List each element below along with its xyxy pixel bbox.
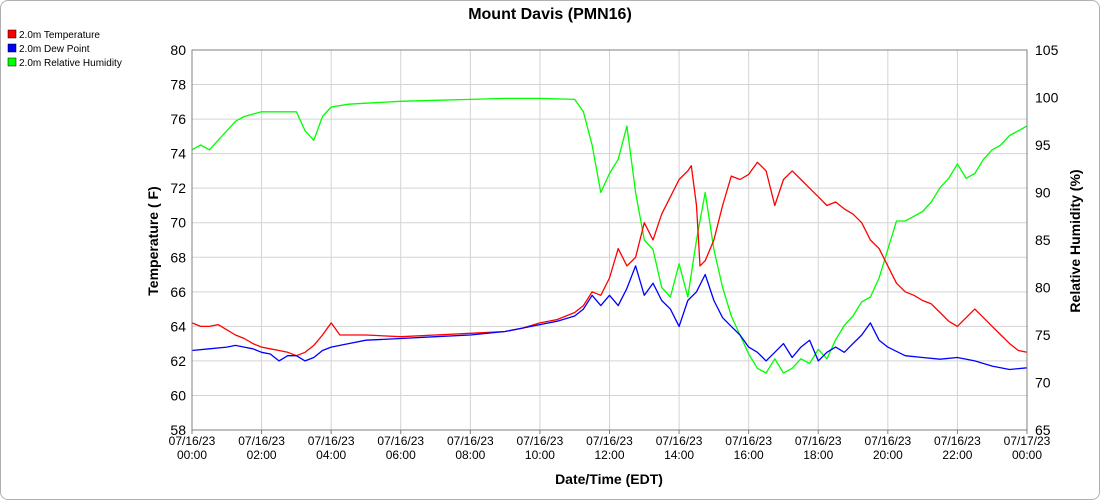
series-line-temperature <box>191 161 1028 357</box>
x-axis-title: Date/Time (EDT) <box>555 471 663 487</box>
x-tick-time: 16:00 <box>734 448 764 462</box>
legend: 2.0m Temperature 2.0m Dew Point 2.0m Rel… <box>7 29 122 69</box>
x-tick-time: 06:00 <box>386 448 416 462</box>
x-tick-date: 07/16/23 <box>795 434 842 448</box>
y-tick-label-right: 85 <box>1035 232 1051 248</box>
series-line-relative-humidity <box>191 97 1028 374</box>
x-tick-time: 08:00 <box>455 448 485 462</box>
y-tick-label-left: 58 <box>170 422 186 438</box>
x-tick-time: 14:00 <box>664 448 694 462</box>
y-tick-label-left: 78 <box>170 77 186 93</box>
legend-label-dew-point: 2.0m Dew Point <box>19 44 90 55</box>
legend-swatch-temperature <box>7 29 17 39</box>
y-tick-label-left: 68 <box>170 249 186 265</box>
x-tick-date: 07/16/23 <box>169 434 216 448</box>
x-tick-date: 07/16/23 <box>447 434 494 448</box>
x-tick-date: 07/16/23 <box>934 434 981 448</box>
y-tick-label-left: 74 <box>170 146 186 162</box>
y-tick-label-right: 100 <box>1035 90 1059 106</box>
plot-area-border <box>191 49 1028 431</box>
series-line-dew-point <box>191 265 1028 371</box>
x-tick-date: 07/16/23 <box>517 434 564 448</box>
x-tick-date: 07/16/23 <box>308 434 355 448</box>
y-tick-label-left: 60 <box>170 387 186 403</box>
legend-swatch-dew-point <box>7 43 17 53</box>
y-tick-label-left: 72 <box>170 180 186 196</box>
right-axis-ticks: 65 70 75 80 85 90 95 100 105 <box>1035 42 1059 438</box>
x-tick-date: 07/16/23 <box>656 434 703 448</box>
left-axis-ticks: 58 60 62 64 66 68 70 72 74 76 78 80 <box>170 42 186 438</box>
x-tick-date: 07/16/23 <box>377 434 424 448</box>
y-tick-label-right: 90 <box>1035 185 1051 201</box>
y-tick-label-right: 70 <box>1035 375 1051 391</box>
y-tick-label-left: 76 <box>170 111 186 127</box>
y-tick-label-right: 105 <box>1035 42 1059 58</box>
x-tick-time: 20:00 <box>873 448 903 462</box>
x-tick-time: 10:00 <box>525 448 555 462</box>
grid <box>191 49 1028 431</box>
y-tick-label-right: 80 <box>1035 280 1051 296</box>
x-tick-time: 12:00 <box>594 448 624 462</box>
y-tick-label-left: 80 <box>170 42 186 58</box>
y-tick-label-left: 64 <box>170 318 186 334</box>
x-tick-time: 00:00 <box>177 448 207 462</box>
y-tick-label-left: 66 <box>170 284 186 300</box>
y-tick-label-right: 75 <box>1035 327 1051 343</box>
y-axis-title-left: Temperature ( F) <box>145 186 161 295</box>
legend-swatch-relative-humidity <box>7 57 17 67</box>
y-tick-label-right: 65 <box>1035 422 1051 438</box>
x-tick-date: 07/16/23 <box>864 434 911 448</box>
y-axis-title-right: Relative Humidity (%) <box>1067 169 1083 312</box>
x-tick-time: 18:00 <box>803 448 833 462</box>
y-tick-label-left: 62 <box>170 353 186 369</box>
x-tick-time: 00:00 <box>1012 448 1042 462</box>
x-tick-date: 07/16/23 <box>725 434 772 448</box>
series <box>191 97 1028 374</box>
y-tick-label-left: 70 <box>170 215 186 231</box>
x-tick-date: 07/16/23 <box>586 434 633 448</box>
x-axis-ticks: 07/16/2300:0007/16/2302:0007/16/2304:000… <box>169 430 1051 462</box>
x-tick-date: 07/17/23 <box>1004 434 1051 448</box>
x-tick-time: 02:00 <box>247 448 277 462</box>
x-tick-time: 22:00 <box>942 448 972 462</box>
y-tick-label-right: 95 <box>1035 137 1051 153</box>
x-tick-date: 07/16/23 <box>238 434 285 448</box>
legend-label-temperature: 2.0m Temperature <box>19 30 100 41</box>
legend-label-relative-humidity: 2.0m Relative Humidity <box>19 58 122 69</box>
x-tick-time: 04:00 <box>316 448 346 462</box>
chart-title: Mount Davis (PMN16) <box>468 6 632 23</box>
